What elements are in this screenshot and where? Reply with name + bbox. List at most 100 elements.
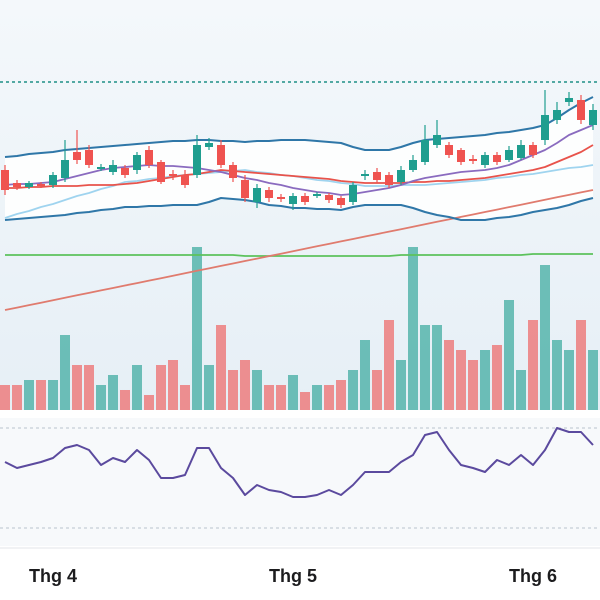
volume-bar [540, 265, 550, 410]
candle-body [145, 150, 153, 165]
candle-body [97, 167, 105, 169]
volume-bar [72, 365, 82, 410]
volume-bar [312, 385, 322, 410]
volume-bar [120, 390, 130, 410]
candle-body [181, 175, 189, 185]
candle-body [505, 150, 513, 160]
rsi-panel [0, 418, 600, 546]
volume-bar [192, 247, 202, 410]
candle-body [253, 188, 261, 202]
volume-bar [60, 335, 70, 410]
candle-body [157, 162, 165, 182]
candle-body [325, 195, 333, 200]
volume-bar [324, 385, 334, 410]
candle-body [241, 180, 249, 198]
volume-bar [132, 365, 142, 410]
candle-body [289, 196, 297, 204]
volume-bar [48, 380, 58, 410]
volume-bar [360, 340, 370, 410]
volume-bar [216, 325, 226, 410]
rsi-line [4, 427, 594, 498]
candle-body [277, 197, 285, 199]
candle-body [481, 155, 489, 165]
plot: Thg 4 Thg 5 Thg 6 [0, 81, 600, 586]
indicator-line [4, 124, 594, 196]
volume-bar [372, 370, 382, 410]
volume-bar [288, 375, 298, 410]
candle-body [337, 198, 345, 205]
volume-bar [552, 340, 562, 410]
candle-body [589, 110, 597, 125]
volume-bar [492, 345, 502, 410]
indicator-line [5, 144, 594, 189]
volume-bar [576, 320, 586, 410]
x-tick-label: Thg 6 [509, 566, 557, 586]
candle-body [85, 150, 93, 165]
volume-bar [300, 392, 310, 410]
candle-body [349, 185, 357, 202]
volume-bar [264, 385, 274, 410]
candle-body [301, 196, 309, 202]
candle-body [433, 135, 441, 145]
candle-body [169, 174, 177, 176]
candle-body [361, 174, 369, 176]
candle-body [133, 155, 141, 170]
volume-bar [564, 350, 574, 410]
volume-bar [528, 320, 538, 410]
volume-bar [504, 300, 514, 410]
volume-bar [252, 370, 262, 410]
candle-body [421, 140, 429, 162]
indicator-line [4, 189, 594, 311]
candle-body [469, 159, 477, 161]
volume-bar [12, 385, 22, 410]
candle-body [553, 110, 561, 120]
volume-bar [168, 360, 178, 410]
volume-bar [588, 350, 598, 410]
volume-bar [144, 395, 154, 410]
candle-body [193, 145, 201, 175]
candle-body [373, 172, 381, 180]
candle-body [313, 194, 321, 196]
volume-bar [516, 370, 526, 410]
candle-body [205, 143, 213, 147]
band-fill [5, 97, 593, 220]
candle-body [13, 183, 21, 187]
volume-bar [468, 360, 478, 410]
volume-bar [156, 365, 166, 410]
volume-bar [408, 247, 418, 410]
candle-body [109, 165, 117, 172]
candle-body [229, 165, 237, 178]
candle-body [457, 150, 465, 162]
band-upper [4, 96, 594, 158]
volume-bar [36, 380, 46, 410]
candle-body [397, 170, 405, 182]
volume-bar [348, 370, 358, 410]
band-lower [4, 197, 594, 221]
volume-bar [444, 340, 454, 410]
candle-body [541, 115, 549, 140]
volume-bar [24, 380, 34, 410]
volume-bar [0, 385, 10, 410]
candle-body [265, 190, 273, 198]
candle-body [49, 175, 57, 185]
candle-body [517, 145, 525, 158]
indicator-line [5, 253, 593, 257]
volume-bar [240, 360, 250, 410]
candle-body [409, 160, 417, 170]
candle-body [529, 145, 537, 155]
volume-bar [96, 385, 106, 410]
candle-body [445, 145, 453, 155]
candle-body [577, 100, 585, 120]
volume-bar [180, 385, 190, 410]
volume-bar [336, 380, 346, 410]
candle-body [121, 168, 129, 175]
volume-bar [432, 325, 442, 410]
candle-body [37, 184, 45, 186]
candle-body [61, 160, 69, 178]
candle-body [385, 175, 393, 185]
volume-bar [276, 385, 286, 410]
volume-bar [456, 350, 466, 410]
x-tick-label: Thg 5 [269, 566, 317, 586]
x-tick-label: Thg 4 [29, 566, 77, 586]
